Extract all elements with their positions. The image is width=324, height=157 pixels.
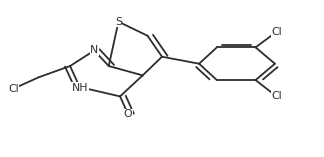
Text: NH: NH [72,83,88,93]
Text: S: S [115,17,122,27]
Text: N: N [90,46,98,55]
Text: Cl: Cl [271,27,282,37]
Text: O: O [124,109,133,119]
Text: Cl: Cl [271,91,282,101]
Text: Cl: Cl [8,84,19,94]
